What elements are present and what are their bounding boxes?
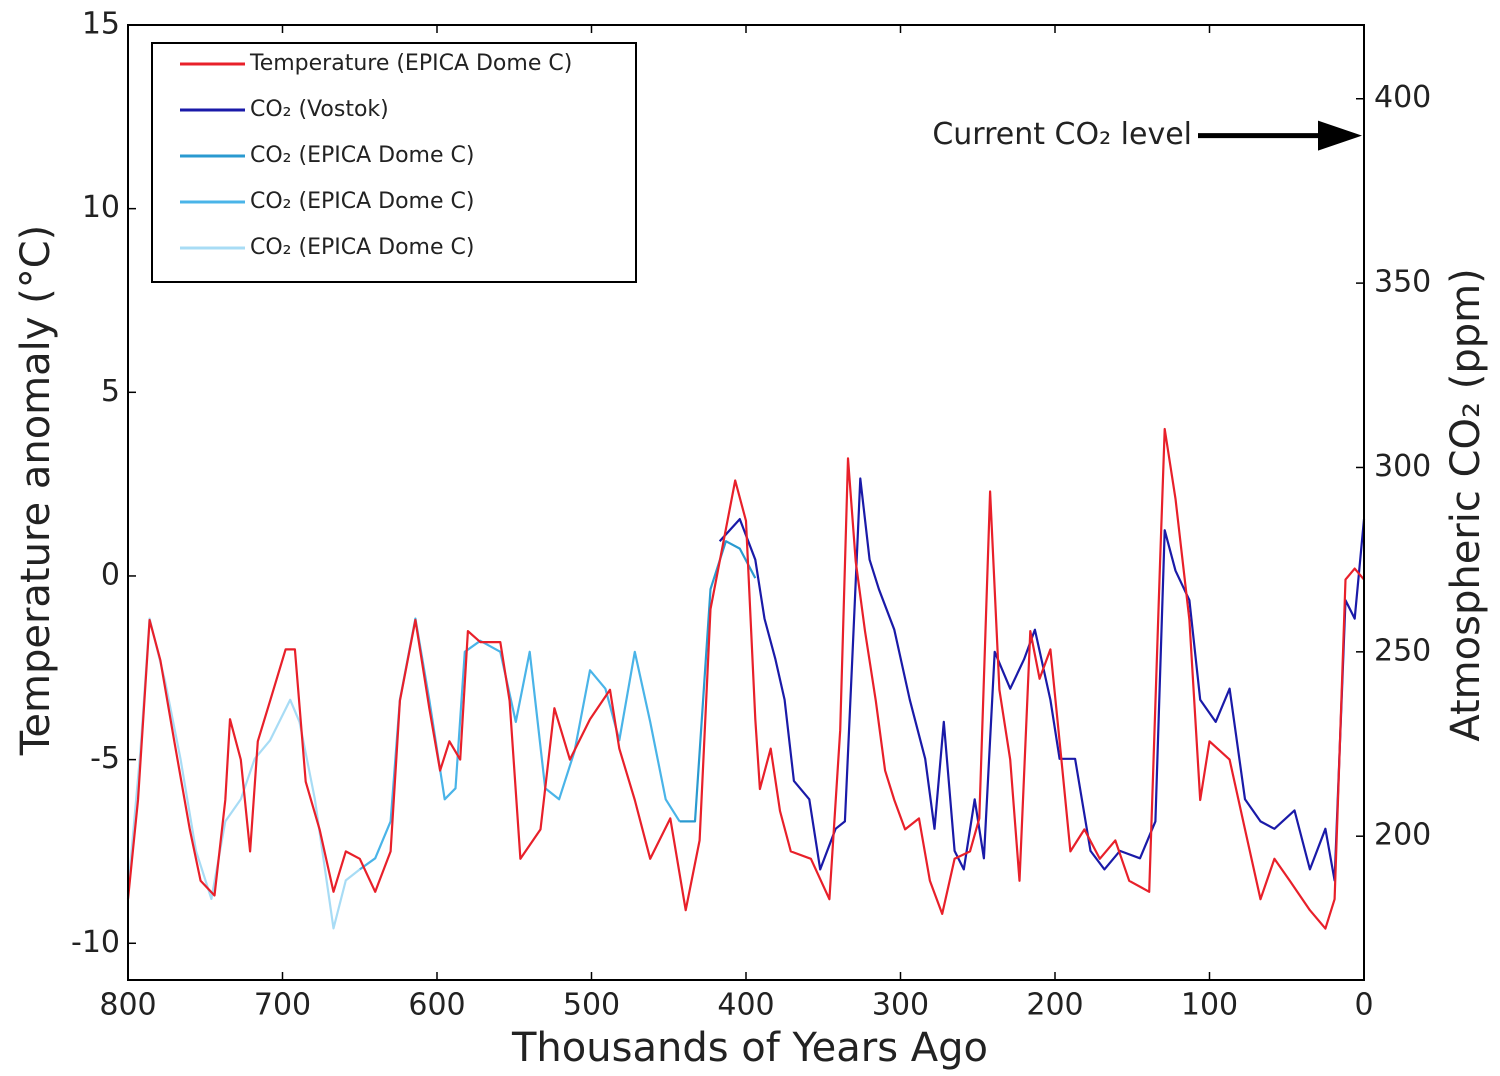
x-tick-label: 0 xyxy=(1354,988,1373,1023)
y-tick-label: 5 xyxy=(101,374,120,409)
y-tick-label: 15 xyxy=(82,7,120,42)
x-tick-label: 300 xyxy=(872,988,929,1023)
annotation-arrowhead xyxy=(1318,120,1362,151)
legend-label: CO₂ (Vostok) xyxy=(250,97,389,122)
x-axis-label: Thousands of Years Ago xyxy=(511,1025,988,1071)
legend-label: CO₂ (EPICA Dome C) xyxy=(250,143,474,168)
x-tick-label: 600 xyxy=(408,988,465,1023)
series-line xyxy=(126,617,361,930)
x-tick-label: 200 xyxy=(1026,988,1083,1023)
series-line xyxy=(718,477,1366,882)
y2-tick-label: 350 xyxy=(1374,265,1431,300)
y2-tick-label: 200 xyxy=(1374,818,1431,853)
x-tick-label: 700 xyxy=(254,988,311,1023)
x-tick-label: 500 xyxy=(563,988,620,1023)
series-line xyxy=(126,427,1365,930)
x-tick-label: 400 xyxy=(717,988,774,1023)
legend-box xyxy=(151,42,637,283)
y-tick-label: 10 xyxy=(82,190,120,225)
legend-label: CO₂ (EPICA Dome C) xyxy=(250,235,474,260)
y2-tick-label: 300 xyxy=(1374,449,1431,484)
y2-tick-label: 400 xyxy=(1374,80,1431,115)
y-tick-label: -5 xyxy=(90,741,120,776)
legend-label: CO₂ (EPICA Dome C) xyxy=(250,189,474,214)
legend-label: Temperature (EPICA Dome C) xyxy=(249,51,572,76)
y-tick-label: 0 xyxy=(101,557,120,592)
x-tick-label: 800 xyxy=(99,988,156,1023)
plot-frame xyxy=(127,24,1365,981)
y-axis-label: Temperature anomaly (°C) xyxy=(13,225,59,757)
x-tick-label: 100 xyxy=(1181,988,1238,1023)
y2-tick-label: 250 xyxy=(1374,633,1431,668)
y-tick-label: -10 xyxy=(71,925,120,960)
annotation-text: Current CO₂ level xyxy=(932,117,1192,152)
y2-axis-label: Atmospheric CO₂ (ppm) xyxy=(1443,268,1489,741)
series-line xyxy=(679,540,757,823)
